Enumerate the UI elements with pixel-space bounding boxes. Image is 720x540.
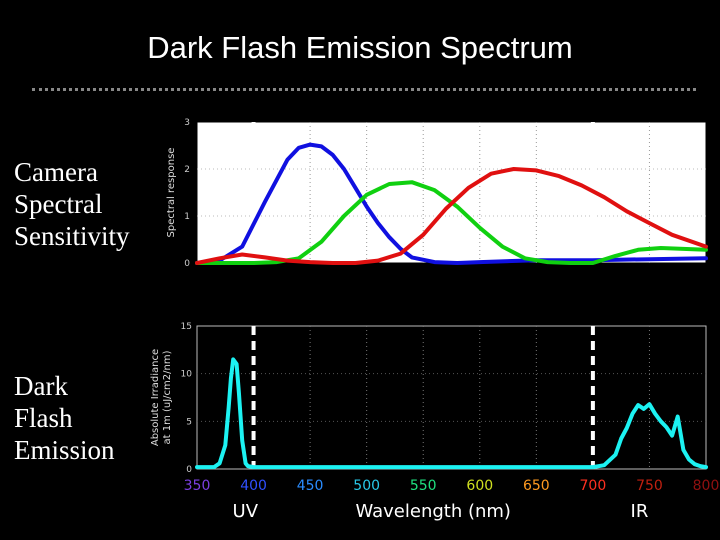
panel2-ytick-label-0: 0	[186, 465, 192, 475]
panel2-xtick-label-750: 750	[636, 478, 663, 494]
slide-title: Dark Flash Emission Spectrum	[147, 30, 573, 65]
panel1-ytick-label-2: 2	[184, 165, 190, 175]
panel1-ytick-label-1: 1	[184, 212, 190, 222]
panel2-ir-label: IR	[631, 501, 649, 522]
panel1-series-3-line	[195, 167, 708, 265]
panel2-xlabel: Wavelength (nm)	[355, 501, 511, 522]
panel1-series-1-line	[195, 142, 708, 265]
panel2-xtick-label-400: 400	[240, 478, 267, 494]
panel1-ytick-label-0: 0	[184, 259, 190, 269]
title-divider	[32, 88, 696, 91]
panel2-xtick-label-800: 800	[693, 478, 720, 494]
panel2-xtick-label-350: 350	[184, 478, 211, 494]
panel2-ytick-label-2: 10	[181, 370, 193, 380]
panel1-ylabel: Spectral response	[166, 148, 177, 238]
panel2-uv-label: UV	[233, 501, 259, 522]
dark-flash-emission-label: Dark Flash Emission	[14, 371, 115, 465]
panel2-plot-area	[196, 325, 707, 470]
panel2-ytick-label-1: 5	[186, 417, 192, 427]
panel1-plot-area	[196, 121, 707, 264]
panel2-series-1-line	[195, 357, 708, 470]
panel2-ylabel: Absolute Irradianceat 1m (uJ/cm2/nm)	[150, 349, 173, 446]
panel2-xtick-label-500: 500	[353, 478, 380, 494]
panel2-xtick-label-650: 650	[523, 478, 550, 494]
panel2-xtick-label-600: 600	[466, 478, 493, 494]
panel2-xtick-label-550: 550	[410, 478, 437, 494]
panel1-ytick-label-3: 3	[184, 118, 190, 128]
panel2-ytick-label-3: 15	[181, 322, 192, 332]
panel2-ylabel-line1: Absolute Irradiance	[150, 349, 161, 446]
panel2-ylabel-line2: at 1m (uJ/cm2/nm)	[162, 350, 173, 444]
panel2-xtick-label-700: 700	[580, 478, 607, 494]
camera-sensitivity-label: Camera Spectral Sensitivity	[14, 157, 130, 251]
panel2-xtick-label-450: 450	[297, 478, 324, 494]
